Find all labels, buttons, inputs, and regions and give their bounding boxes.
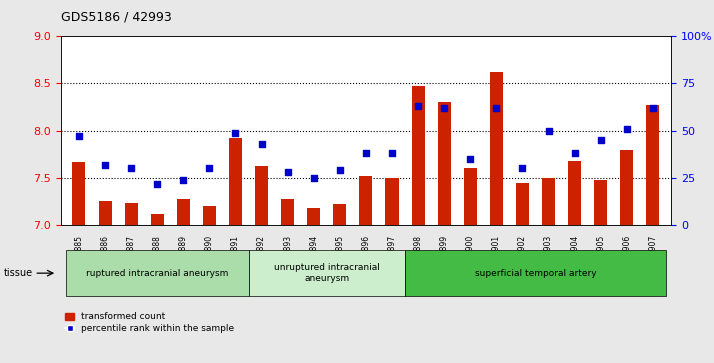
Bar [516, 183, 529, 225]
Point [282, 169, 293, 175]
Text: tissue: tissue [4, 268, 33, 278]
Bar [411, 86, 425, 225]
Point [230, 130, 241, 135]
Bar [594, 180, 607, 225]
Bar [229, 138, 242, 225]
Point [517, 166, 528, 171]
Bar [568, 161, 581, 225]
Point [647, 105, 658, 111]
Bar [438, 102, 451, 225]
Text: superficial temporal artery: superficial temporal artery [475, 269, 596, 278]
Text: unruptured intracranial
aneurysm: unruptured intracranial aneurysm [274, 264, 380, 283]
Point [126, 166, 137, 171]
Bar [333, 204, 346, 225]
Bar [151, 214, 164, 225]
Point [491, 105, 502, 111]
Bar [620, 150, 633, 225]
Point [569, 150, 580, 156]
Bar [203, 206, 216, 225]
Bar [255, 166, 268, 225]
Text: ruptured intracranial aneurysm: ruptured intracranial aneurysm [86, 269, 228, 278]
Bar [464, 168, 477, 225]
Point [595, 137, 606, 143]
Point [99, 162, 111, 168]
Point [621, 126, 633, 132]
Legend: transformed count, percentile rank within the sample: transformed count, percentile rank withi… [65, 313, 235, 333]
Bar [177, 199, 190, 225]
Point [413, 103, 424, 109]
Point [256, 141, 267, 147]
Bar [542, 178, 555, 225]
Point [360, 150, 371, 156]
Point [203, 166, 215, 171]
Bar [281, 199, 294, 225]
Point [386, 150, 398, 156]
Point [465, 156, 476, 162]
Bar [125, 203, 138, 225]
Point [543, 128, 554, 134]
Bar [72, 162, 86, 225]
Point [334, 167, 346, 173]
Bar [99, 201, 111, 225]
Point [308, 175, 319, 181]
Bar [386, 178, 398, 225]
Bar [490, 72, 503, 225]
Bar [359, 176, 373, 225]
Point [438, 105, 450, 111]
Text: GDS5186 / 42993: GDS5186 / 42993 [61, 11, 171, 24]
Point [151, 181, 163, 187]
Point [74, 134, 85, 139]
Point [178, 177, 189, 183]
Bar [307, 208, 321, 225]
Bar [646, 105, 660, 225]
